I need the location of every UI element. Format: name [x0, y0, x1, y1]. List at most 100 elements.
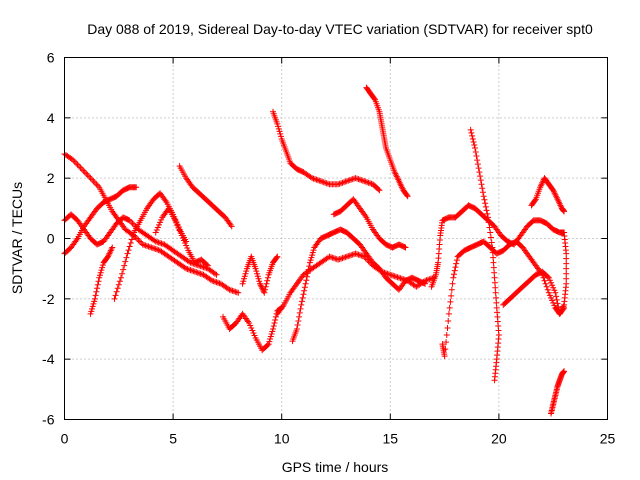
data-point — [184, 245, 191, 252]
data-point — [491, 377, 498, 384]
data-point — [125, 247, 132, 254]
data-point — [94, 281, 101, 288]
data-point — [388, 272, 395, 279]
data-point — [477, 173, 484, 180]
data-point — [264, 342, 271, 349]
data-point — [343, 253, 350, 260]
data-point — [452, 264, 459, 271]
y-tick-label: 6 — [47, 50, 55, 66]
data-point — [485, 219, 492, 226]
data-point — [81, 169, 88, 176]
data-point — [453, 257, 460, 264]
data-point — [183, 242, 190, 249]
data-point — [265, 341, 272, 348]
data-point — [563, 265, 570, 272]
data-point — [96, 274, 103, 281]
data-point — [113, 288, 120, 295]
data-point — [89, 303, 96, 310]
data-point — [323, 180, 330, 187]
x-tick-label: 25 — [600, 431, 616, 447]
data-point — [261, 289, 268, 296]
data-point — [402, 244, 409, 251]
series-trace-k — [363, 84, 411, 200]
data-point — [152, 238, 159, 245]
data-point — [80, 167, 87, 174]
data-point — [157, 219, 164, 226]
data-point — [554, 300, 561, 307]
data-point — [493, 294, 500, 301]
data-point — [204, 262, 211, 269]
data-point — [489, 249, 496, 256]
data-point — [338, 180, 345, 187]
data-point — [398, 275, 405, 282]
data-point — [121, 262, 128, 269]
data-point — [490, 259, 497, 266]
data-point — [322, 179, 329, 186]
data-point — [453, 260, 460, 267]
data-point — [267, 336, 274, 343]
data-point — [200, 264, 207, 271]
data-point — [91, 295, 98, 302]
data-point — [180, 237, 187, 244]
data-point — [120, 266, 127, 273]
data-point — [310, 247, 317, 254]
data-point — [210, 278, 217, 285]
data-point — [126, 243, 133, 250]
data-point — [98, 267, 105, 274]
data-point — [391, 273, 398, 280]
data-point — [117, 274, 124, 281]
y-tick-label: 2 — [47, 170, 55, 186]
data-point — [349, 251, 356, 258]
x-tick-label: 20 — [491, 431, 507, 447]
y-tick-label: -2 — [42, 291, 55, 307]
data-point — [226, 286, 233, 293]
data-point — [473, 153, 480, 160]
data-point — [491, 279, 498, 286]
data-point — [550, 299, 557, 306]
data-point — [141, 242, 148, 249]
data-point — [268, 331, 275, 338]
data-point — [188, 267, 195, 274]
data-point — [266, 338, 273, 345]
data-point — [336, 180, 343, 187]
data-point — [270, 326, 277, 332]
data-point — [154, 239, 161, 246]
data-point — [87, 310, 94, 317]
data-point — [443, 332, 450, 339]
data-point — [563, 260, 570, 267]
y-tick-label: -4 — [42, 351, 55, 367]
data-point — [314, 177, 321, 184]
data-point — [446, 304, 453, 311]
series-trace-n — [330, 196, 409, 251]
data-point — [542, 280, 549, 287]
data-point — [356, 176, 363, 183]
data-point — [549, 297, 556, 304]
data-point — [276, 128, 283, 135]
data-point — [545, 289, 552, 296]
data-point — [448, 286, 455, 293]
data-point — [272, 316, 279, 323]
data-point — [353, 175, 360, 182]
data-point — [549, 186, 556, 193]
data-point — [474, 161, 481, 168]
data-point — [345, 253, 352, 260]
data-point — [485, 214, 492, 221]
data-point — [356, 252, 363, 259]
data-point — [92, 292, 99, 299]
series-trace-i — [239, 253, 281, 296]
data-point — [482, 200, 489, 207]
data-point — [563, 275, 570, 282]
data-point — [471, 141, 478, 148]
data-point — [264, 274, 271, 281]
series-trace-m — [274, 250, 437, 317]
data-point — [139, 241, 146, 248]
data-point — [404, 193, 411, 200]
data-point — [423, 277, 430, 284]
data-point — [543, 283, 550, 290]
data-point — [182, 240, 189, 247]
data-point — [349, 176, 356, 183]
data-point — [364, 179, 371, 186]
data-point — [209, 277, 216, 284]
data-point — [335, 256, 342, 263]
data-point — [390, 272, 397, 279]
